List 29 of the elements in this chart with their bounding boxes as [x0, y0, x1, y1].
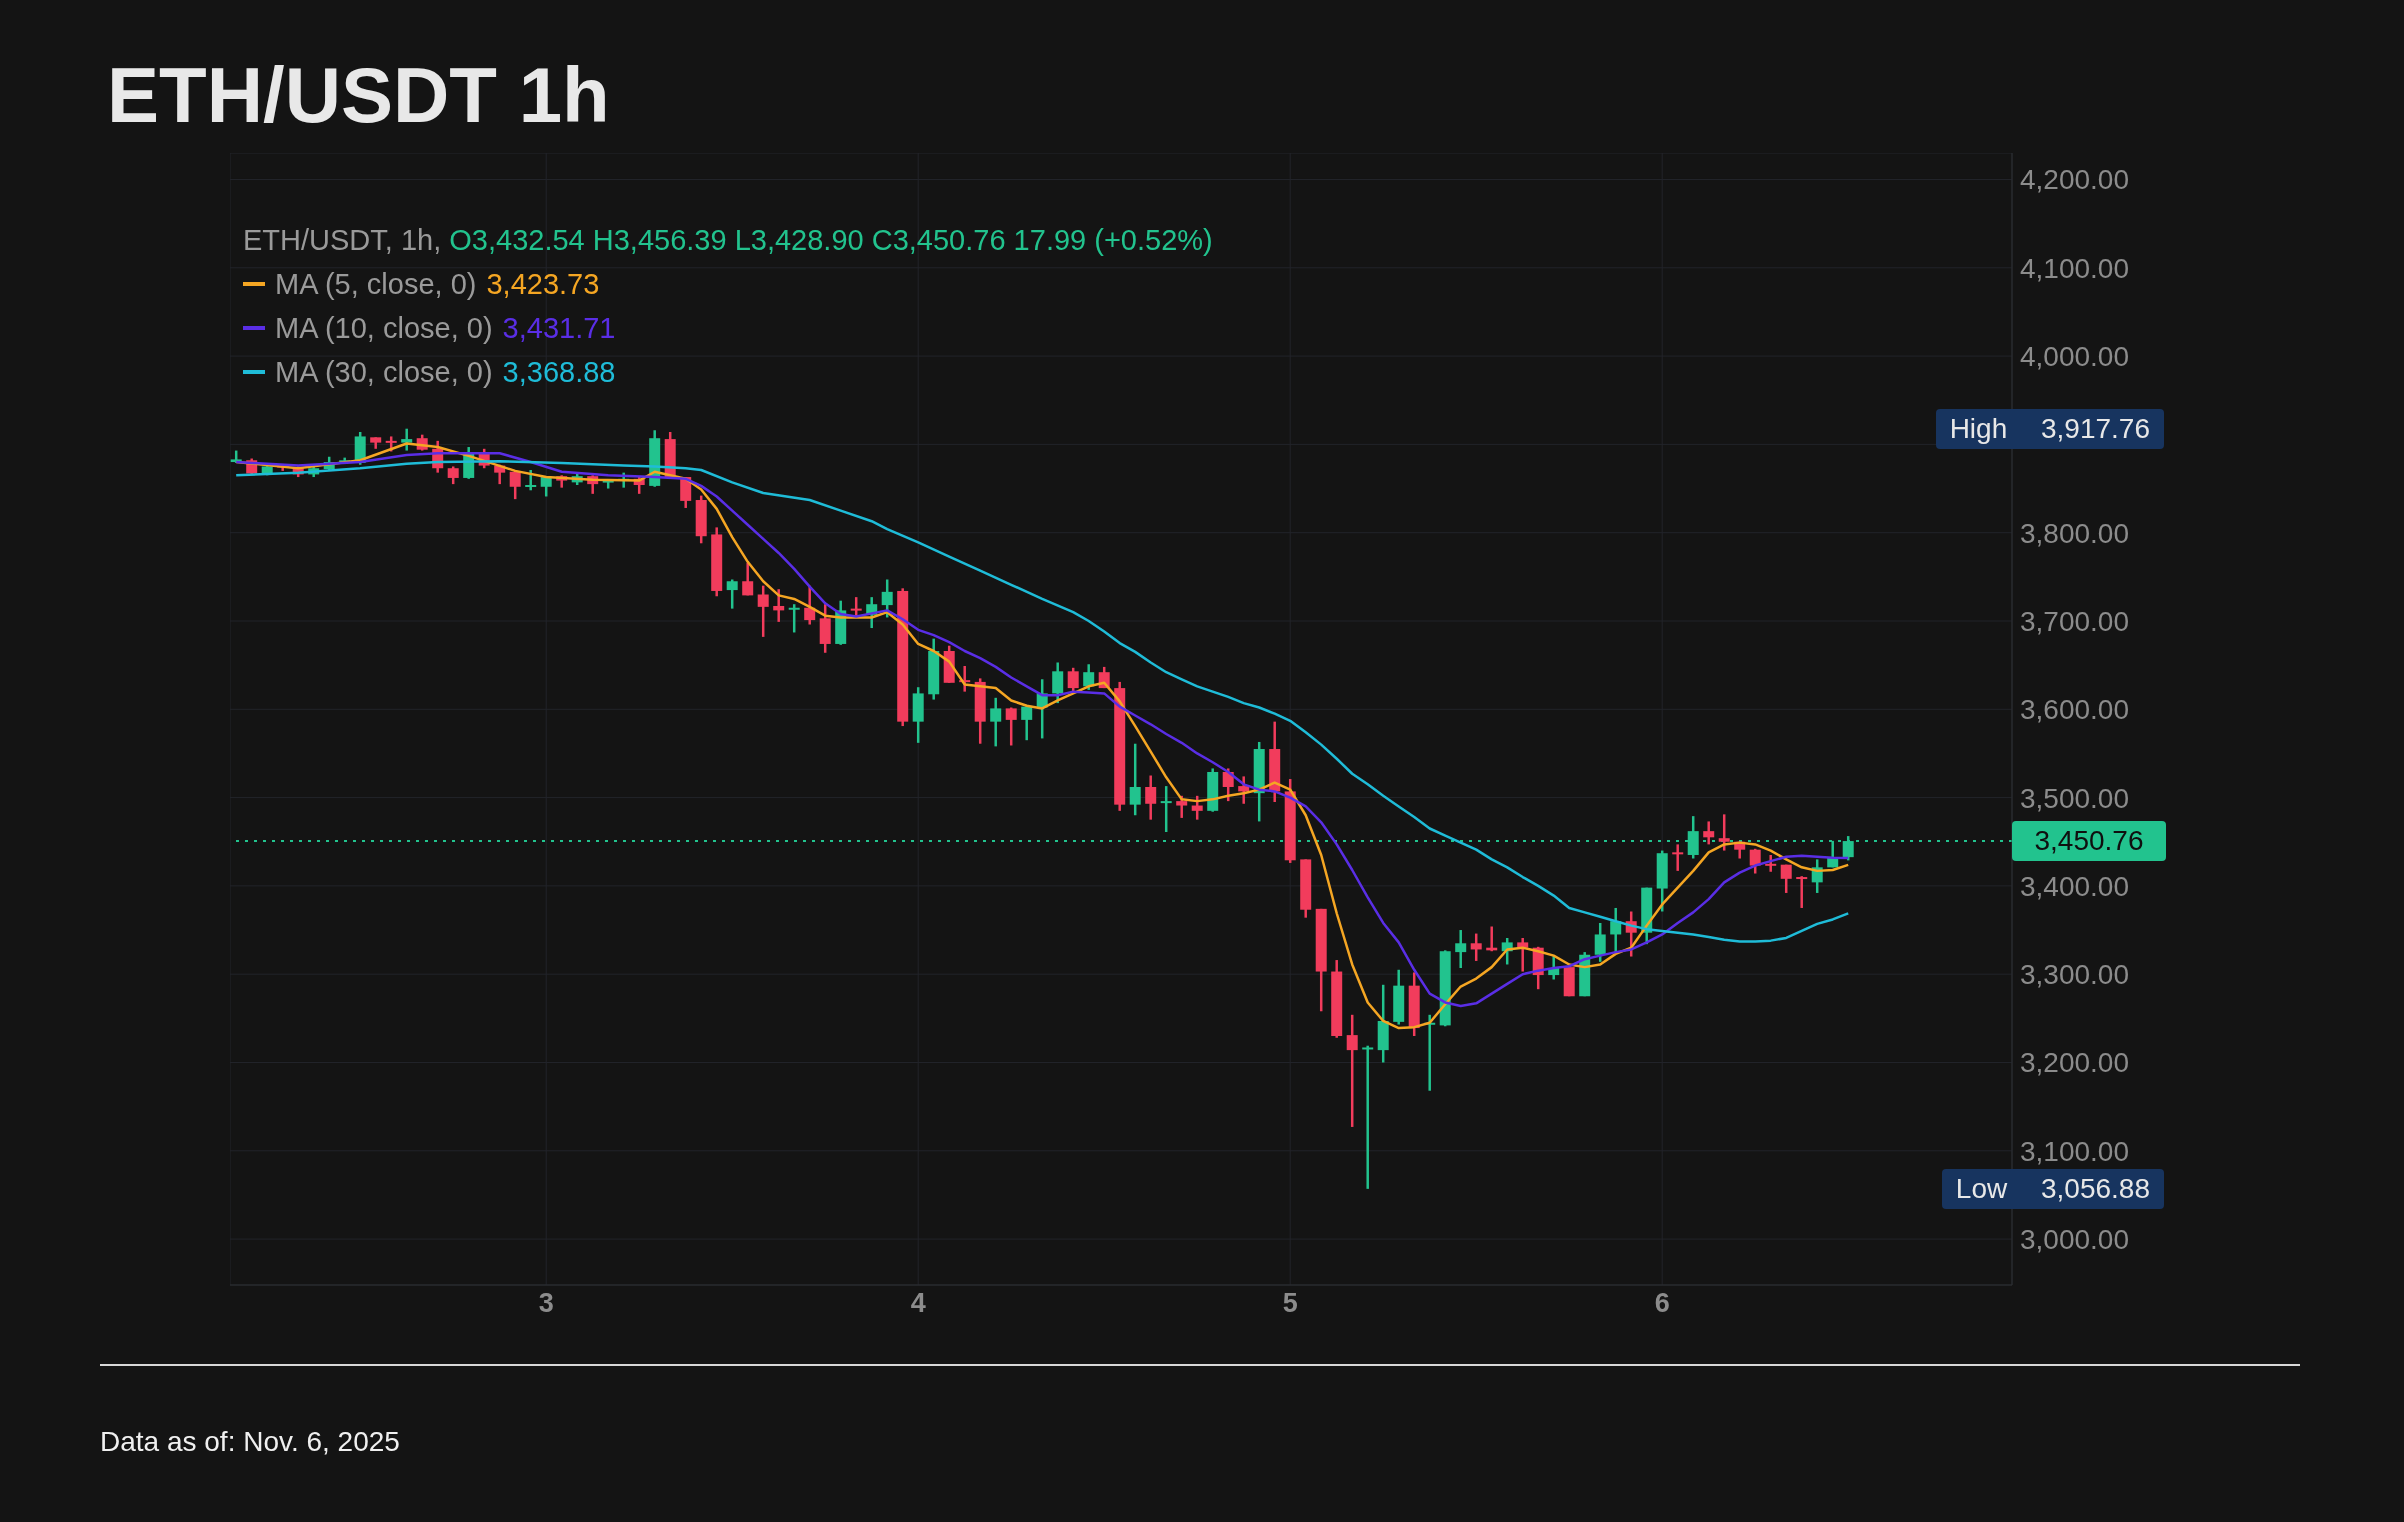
ref-line-label: 3,450.76	[2012, 821, 2166, 862]
y-tick-label: 3,200.00	[2020, 1047, 2129, 1079]
y-tick-label: 4,100.00	[2020, 252, 2129, 284]
x-tick-label: 3	[538, 1288, 554, 1319]
x-tick-label: 5	[1282, 1288, 1298, 1319]
y-tick-label: 3,800.00	[2020, 517, 2129, 549]
y-tick-label: 3,400.00	[2020, 870, 2129, 902]
annotation: ETH/USDT, 1h,	[243, 224, 442, 256]
y-tick-label: 3,000.00	[2020, 1224, 2129, 1256]
annotation: Low 3,056.88	[1941, 1168, 2164, 1209]
annotation: 3,423.73	[486, 267, 600, 302]
annotation: 3,368.88	[502, 355, 616, 390]
y-tick-label: 4,000.00	[2020, 341, 2129, 373]
y-tick-label: 4,200.00	[2020, 164, 2129, 196]
legend-label: MA (5, close, 0)	[275, 267, 477, 302]
x-tick-label: 6	[1654, 1288, 1670, 1319]
y-tick-label: 3,300.00	[2020, 959, 2129, 991]
y-tick-label: 3,500.00	[2020, 782, 2129, 814]
y-tick-label: 3,700.00	[2020, 605, 2129, 637]
x-tick-label: 4	[910, 1288, 926, 1319]
y-tick-label: 3,100.00	[2020, 1135, 2129, 1167]
legend-label: MA (10, close, 0)	[275, 311, 493, 346]
legend-label: MA (30, close, 0)	[275, 355, 493, 390]
text: Data as of: Nov. 6, 2025	[100, 1426, 400, 1458]
chart-title: ETH/USDT 1h	[107, 50, 610, 141]
annotation: High 3,917.76	[1935, 408, 2164, 449]
annotation: 3,431.71	[502, 311, 616, 346]
annotation: O3,432.54 H3,456.39 L3,428.90 C3,450.76 17.99 (+0.52%)	[449, 224, 1213, 256]
y-tick-label: 3,600.00	[2020, 694, 2129, 726]
